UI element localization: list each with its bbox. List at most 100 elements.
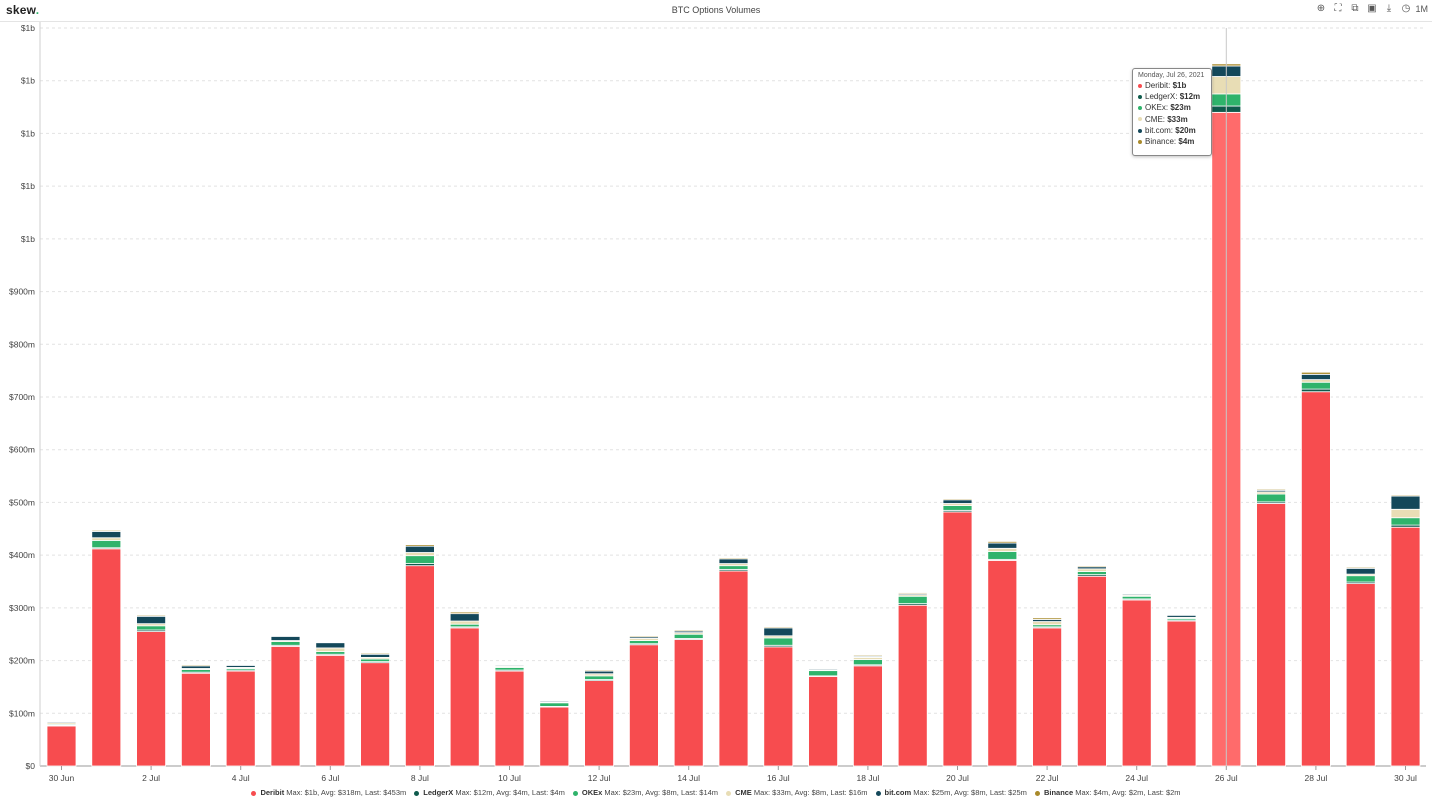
bar-segment-binance[interactable] [494,664,525,666]
fullscreen-icon[interactable]: ⛶ [1334,3,1342,14]
camera-icon[interactable]: ▣ [1367,3,1377,14]
bar-segment-binance[interactable] [718,557,749,560]
bar-segment-binance[interactable] [404,544,435,547]
bar-segment-deribit[interactable] [942,511,973,767]
bar-stack[interactable] [404,544,435,767]
bar-segment-deribit[interactable] [270,645,301,767]
bar-segment-okex[interactable] [718,565,749,570]
bar-segment-bit-com[interactable] [942,499,973,504]
bar-stack[interactable] [225,664,256,767]
bar-segment-bit-com[interactable] [270,635,301,641]
bar-stack[interactable] [1077,565,1107,767]
timeframe-selector[interactable]: 1M [1415,4,1428,14]
bar-segment-binance[interactable] [1345,566,1376,569]
bar-segment-cme[interactable] [315,647,346,653]
bar-segment-deribit[interactable] [1032,627,1062,767]
bar-segment-okex[interactable] [763,637,794,646]
bar-segment-bit-com[interactable] [718,558,749,564]
bar-segment-deribit[interactable] [539,706,570,767]
bar-segment-okex[interactable] [897,595,928,605]
bar-segment-bit-com[interactable] [136,615,167,625]
bar-segment-bit-com[interactable] [315,642,346,649]
copy-icon[interactable]: ⧉ [1351,3,1359,14]
skew-logo[interactable]: skew. [6,3,39,17]
legend-item[interactable]: CME Max: $33m, Avg: $8m, Last: $16m [726,788,868,797]
bar-segment-bit-com[interactable] [1301,373,1331,381]
bar-segment-deribit[interactable] [1390,526,1421,767]
bar-stack[interactable] [46,720,77,767]
bar-segment-deribit[interactable] [673,639,704,767]
bar-segment-binance[interactable] [1077,565,1107,568]
bar-stack[interactable] [1390,494,1421,767]
bar-segment-binance[interactable] [1121,593,1152,595]
bar-segment-deribit[interactable] [584,680,614,767]
legend-item[interactable]: OKEx Max: $23m, Avg: $8m, Last: $14m [572,788,718,797]
bar-stack[interactable] [1301,371,1331,767]
bar-segment-binance[interactable] [136,614,167,617]
bar-segment-deribit[interactable] [718,570,749,767]
bar-segment-okex[interactable] [673,633,704,639]
bar-segment-okex[interactable] [404,555,435,564]
bar-stack[interactable] [897,592,928,767]
bar-segment-binance[interactable] [1390,494,1421,497]
bar-segment-binance[interactable] [1166,614,1197,616]
bar-segment-cme[interactable] [1032,621,1062,626]
bar-segment-deribit[interactable] [1301,391,1331,767]
bar-segment-okex[interactable] [584,675,614,680]
bar-segment-deribit[interactable] [808,675,838,767]
bar-segment-binance[interactable] [315,641,346,644]
bar-stack[interactable] [1032,617,1062,767]
bar-segment-deribit[interactable] [91,548,122,767]
bar-stack[interactable] [1345,566,1376,767]
bar-segment-bit-com[interactable] [987,542,1018,549]
bar-stack[interactable] [853,654,883,767]
bar-segment-okex[interactable] [1345,575,1376,583]
legend-item[interactable]: bit.com Max: $25m, Avg: $8m, Last: $25m [875,788,1027,797]
bar-segment-binance[interactable] [987,541,1018,544]
bar-segment-okex[interactable] [987,551,1018,560]
bar-segment-okex[interactable] [1301,381,1331,390]
bar-stack[interactable] [763,626,794,767]
bar-segment-deribit[interactable] [897,604,928,767]
bar-segment-cme[interactable] [404,552,435,557]
bar-segment-cme[interactable] [1390,508,1421,519]
bar-segment-okex[interactable] [808,670,838,677]
bar-segment-bit-com[interactable] [360,653,391,658]
bar-segment-okex[interactable] [1256,493,1286,503]
bar-segment-okex[interactable] [853,659,883,666]
bar-segment-okex[interactable] [91,539,122,549]
bar-segment-bit-com[interactable] [763,627,794,637]
bar-segment-binance[interactable] [673,629,704,632]
bar-segment-deribit[interactable] [315,654,346,767]
bar-stack[interactable] [449,611,480,767]
bar-segment-binance[interactable] [360,652,391,655]
bar-segment-deribit[interactable] [629,644,659,767]
bar-segment-deribit[interactable] [46,725,77,767]
bar-segment-binance[interactable] [763,626,794,629]
bar-segment-binance[interactable] [46,720,77,723]
bar-segment-bit-com[interactable] [449,613,480,622]
bar-stack[interactable] [136,614,167,767]
bar-stack[interactable] [629,635,659,767]
bar-segment-deribit[interactable] [763,646,794,767]
bar-stack[interactable] [91,529,122,767]
bar-segment-okex[interactable] [942,505,973,511]
bar-segment-okex[interactable] [1390,517,1421,526]
legend-item[interactable]: Deribit Max: $1b, Avg: $318m, Last: $453… [251,788,406,797]
bar-segment-deribit[interactable] [449,627,480,767]
bar-stack[interactable] [1121,593,1152,767]
download-icon[interactable]: ⤓ [1386,3,1392,14]
bar-segment-binance[interactable] [1256,488,1286,491]
bar-segment-deribit[interactable] [1077,575,1107,767]
bar-segment-binance[interactable] [91,529,122,532]
legend-item[interactable]: Binance Max: $4m, Avg: $2m, Last: $2m [1034,788,1181,797]
bar-segment-binance[interactable] [180,664,211,667]
bar-stack[interactable] [718,557,749,767]
bar-segment-okex[interactable] [270,641,301,646]
bar-segment-deribit[interactable] [404,565,435,767]
zoom-icon[interactable]: ⊕ [1316,3,1326,14]
bar-stack[interactable] [539,700,570,767]
bar-segment-binance[interactable] [1301,371,1331,375]
bar-stack[interactable] [180,664,211,767]
bar-segment-deribit[interactable] [1345,583,1376,767]
